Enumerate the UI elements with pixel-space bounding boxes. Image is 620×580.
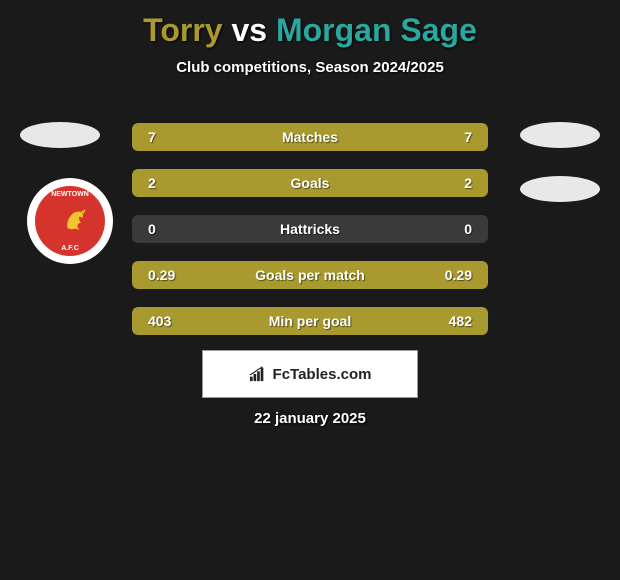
placeholder-logo-left [20,122,100,148]
stat-bar-right [310,169,488,197]
stat-value-right: 2 [464,175,472,191]
stat-row: 0.29 Goals per match 0.29 [132,261,488,289]
stat-value-right: 0 [464,221,472,237]
chart-icon [249,366,267,382]
stat-value-right: 0.29 [445,267,472,283]
footer-brand-box: FcTables.com [202,350,418,398]
stat-value-left: 0.29 [148,267,175,283]
stat-row: 2 Goals 2 [132,169,488,197]
placeholder-logo-right-2 [520,176,600,202]
stat-value-right: 482 [449,313,472,329]
subtitle: Club competitions, Season 2024/2025 [0,59,620,76]
badge-bottom-text: A.F.C [61,245,79,252]
stat-value-right: 7 [464,129,472,145]
stat-label: Goals [291,175,330,191]
stat-bar-left [132,169,310,197]
griffin-icon [60,206,90,236]
page-title: Torry vs Morgan Sage [0,0,620,49]
stat-label: Min per goal [269,313,351,329]
club-badge-inner: NEWTOWN 1875 A.F.C [35,186,105,256]
stat-row: 403 Min per goal 482 [132,307,488,335]
stat-value-left: 7 [148,129,156,145]
stat-value-left: 403 [148,313,171,329]
footer-brand-text: FcTables.com [273,366,372,383]
player2-name: Morgan Sage [276,12,477,48]
club-badge: NEWTOWN 1875 A.F.C [27,178,113,264]
date-text: 22 january 2025 [0,410,620,427]
stat-row: 7 Matches 7 [132,123,488,151]
stat-value-left: 2 [148,175,156,191]
stats-area: 7 Matches 7 2 Goals 2 0 Hattricks 0 0.29 Goals per… [132,123,488,353]
stat-row: 0 Hattricks 0 [132,215,488,243]
badge-top-text: NEWTOWN [51,191,89,198]
placeholder-logo-right-1 [520,122,600,148]
vs-text: vs [231,12,267,48]
badge-year: 1875 [43,216,59,223]
stat-label: Hattricks [280,221,340,237]
stat-label: Goals per match [255,267,365,283]
stat-value-left: 0 [148,221,156,237]
player1-name: Torry [143,12,222,48]
stat-label: Matches [282,129,338,145]
